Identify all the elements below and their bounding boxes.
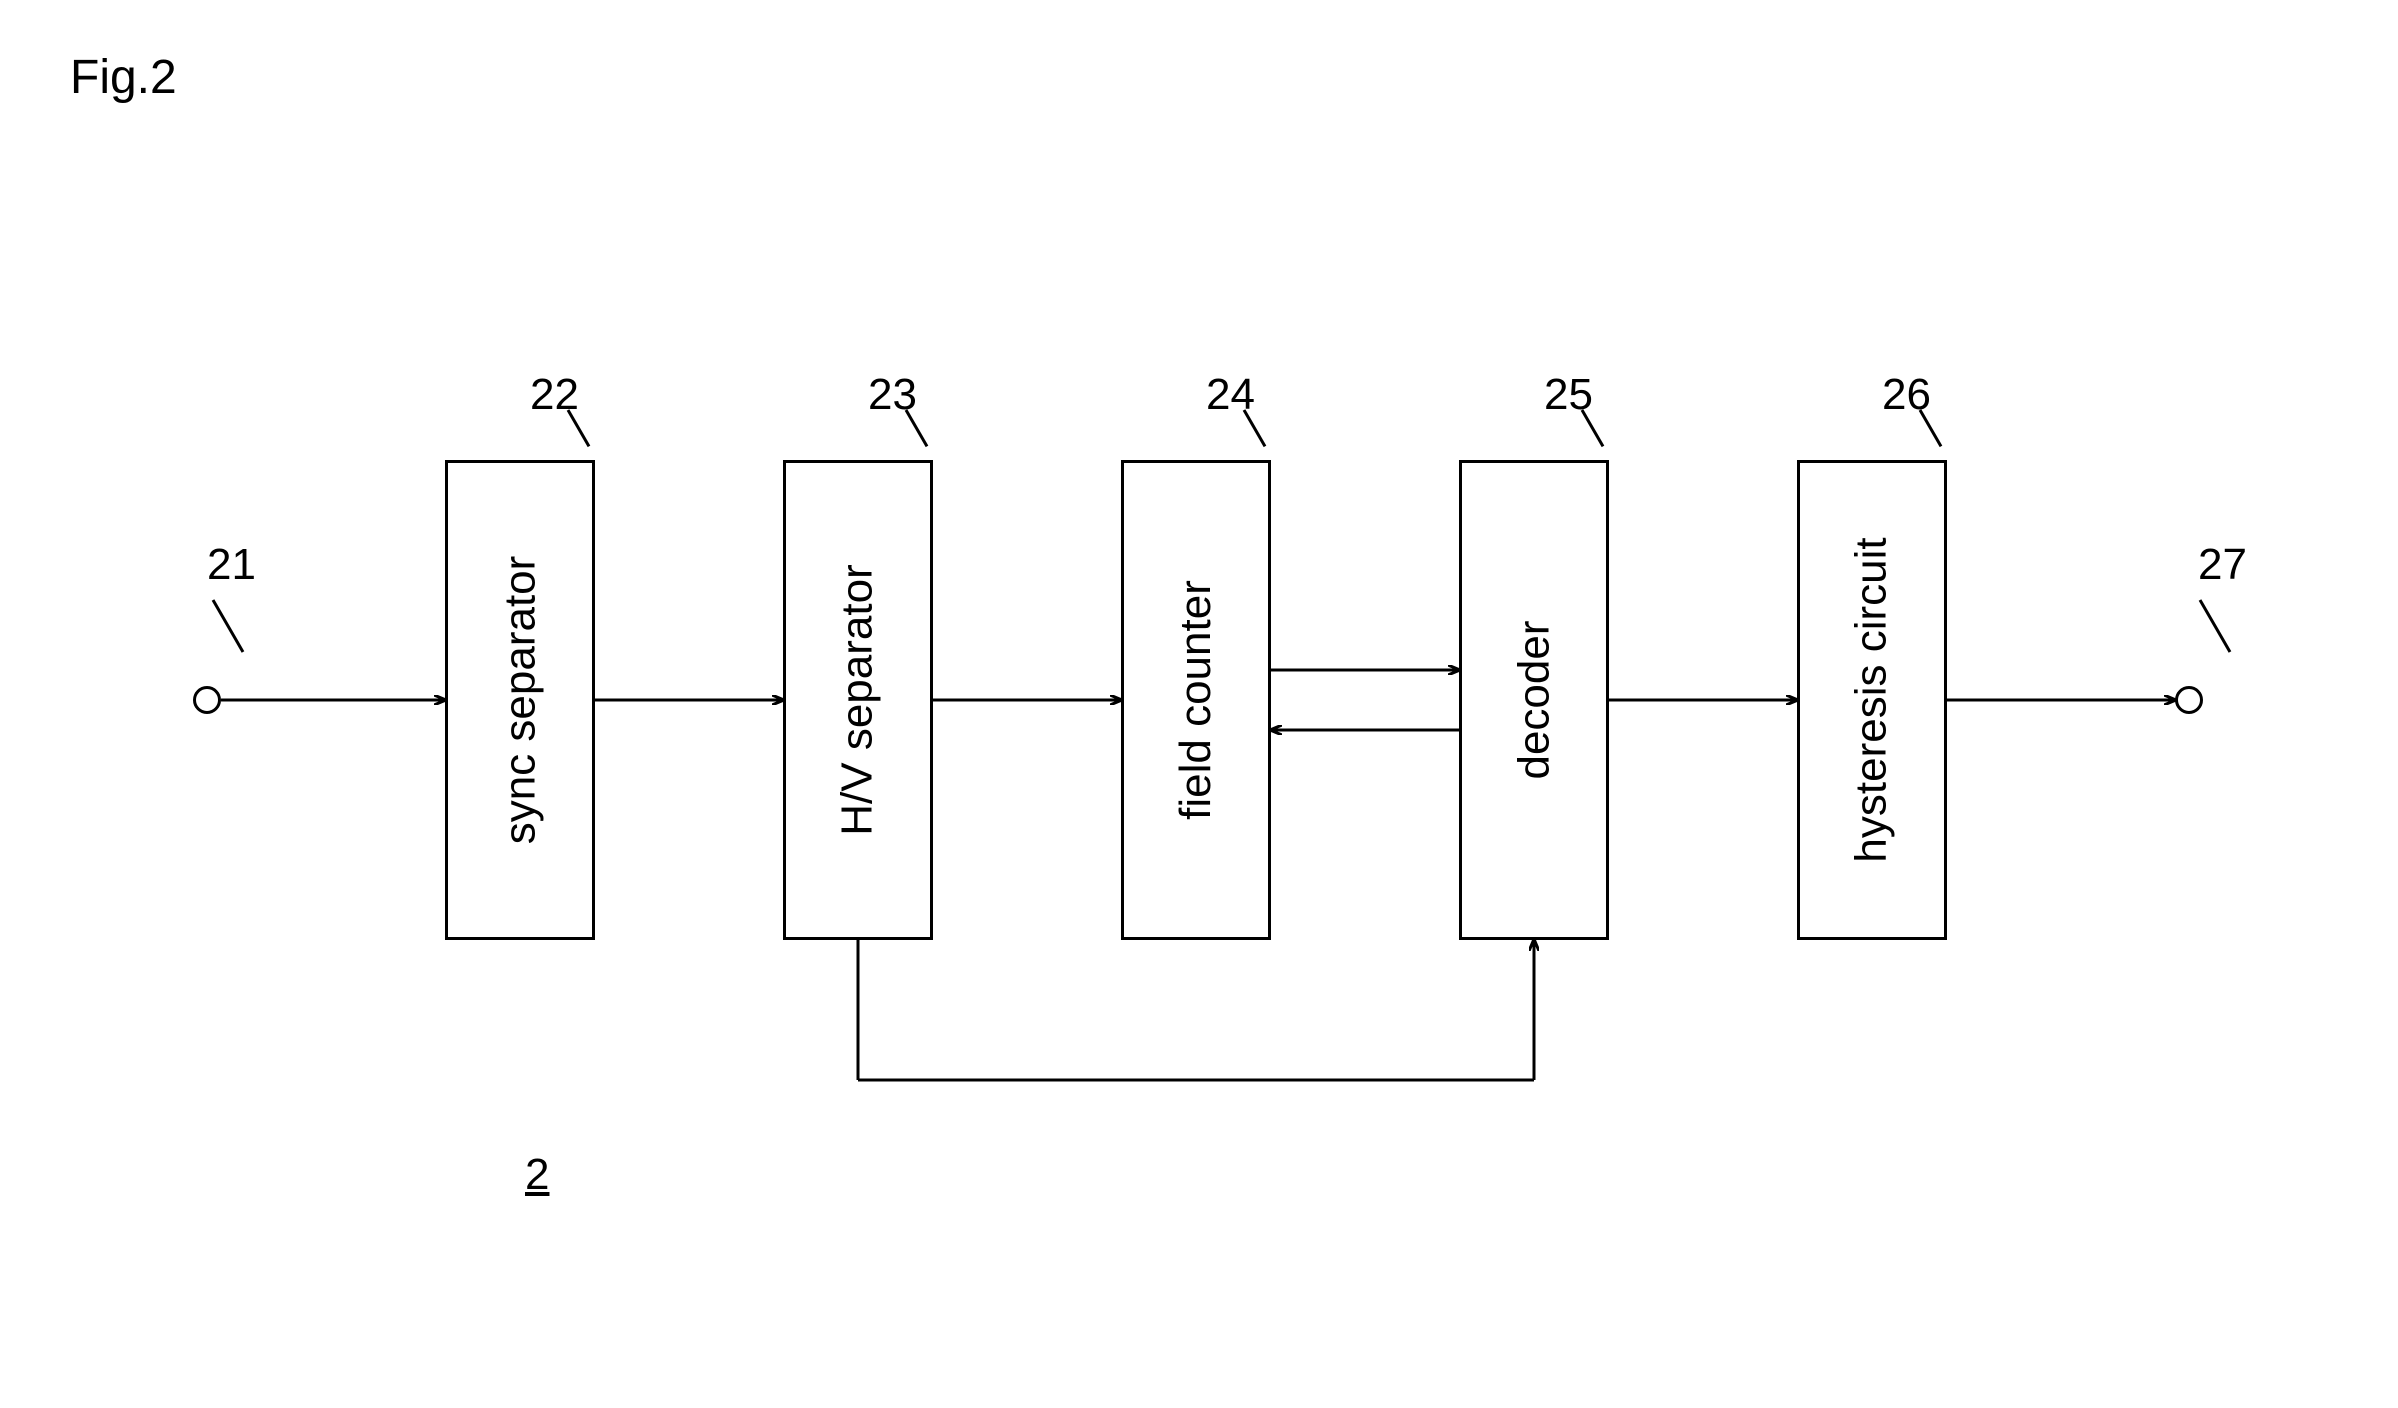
block-b26: hysteresis circuit [1797, 460, 1947, 940]
module-id: 2 [525, 1150, 549, 1200]
ref-num-21: 21 [207, 540, 256, 590]
ref-num-27: 27 [2198, 540, 2247, 590]
block-label-b23: H/V separator [833, 564, 883, 835]
ref-num-22: 22 [530, 370, 579, 420]
block-b22: sync separator [445, 460, 595, 940]
ref-num-26: 26 [1882, 370, 1931, 420]
block-b25: decoder [1459, 460, 1609, 940]
ref-num-25: 25 [1544, 370, 1593, 420]
block-b24: field counter [1121, 460, 1271, 940]
ref-num-23: 23 [868, 370, 917, 420]
block-label-b26: hysteresis circuit [1847, 537, 1897, 862]
block-label-b25: decoder [1509, 620, 1559, 779]
port-p21 [193, 686, 221, 714]
ref-num-24: 24 [1206, 370, 1255, 420]
block-b23: H/V separator [783, 460, 933, 940]
port-p27 [2175, 686, 2203, 714]
block-label-b24: field counter [1171, 580, 1221, 820]
block-label-b22: sync separator [495, 556, 545, 845]
